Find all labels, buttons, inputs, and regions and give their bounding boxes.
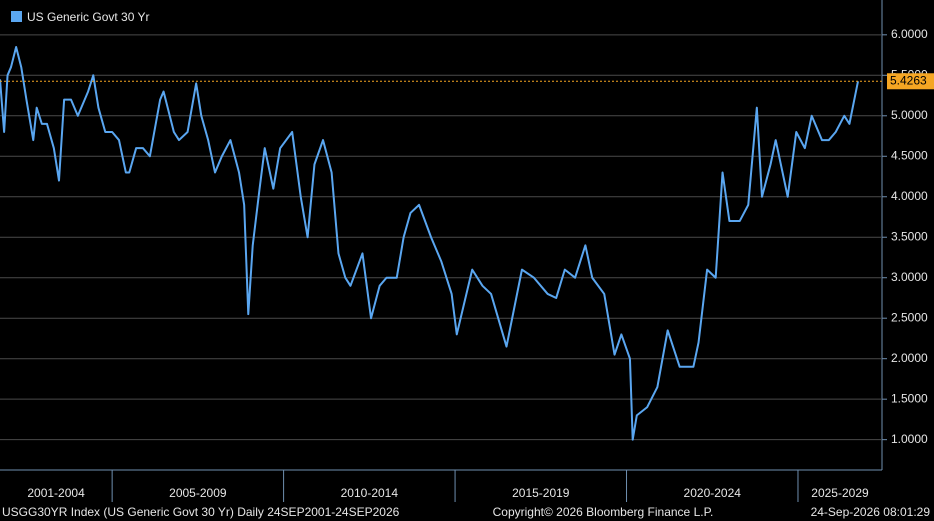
footer-center: Copyright© 2026 Bloomberg Finance L.P. xyxy=(493,505,714,519)
y-tick-label: 1.0000 xyxy=(891,432,928,446)
y-tick-label: 2.5000 xyxy=(891,310,928,324)
y-tick-label: 3.0000 xyxy=(891,270,928,284)
y-tick-label: 4.0000 xyxy=(891,189,928,203)
x-tick-label: 2015-2019 xyxy=(512,486,570,500)
legend-box xyxy=(3,6,168,28)
x-tick-label: 2010-2014 xyxy=(341,486,399,500)
legend: US Generic Govt 30 Yr xyxy=(3,6,168,28)
x-tick-label: 2001-2004 xyxy=(27,486,85,500)
y-tick-label: 3.5000 xyxy=(891,229,928,243)
y-tick-label: 6.0000 xyxy=(891,27,928,41)
x-tick-label: 2020-2024 xyxy=(684,486,742,500)
y-tick-label: 1.5000 xyxy=(891,391,928,405)
last-value-box xyxy=(887,73,934,90)
y-tick-label: 4.5000 xyxy=(891,148,928,162)
y-tick-label: 5.0000 xyxy=(891,108,928,122)
data-line xyxy=(0,45,859,441)
legend-label: US Generic Govt 30 Yr xyxy=(27,10,150,24)
last-value-label: 5.4263 xyxy=(890,73,927,87)
x-tick-label: 2025-2029 xyxy=(811,486,869,500)
footer-left: USGG30YR Index (US Generic Govt 30 Yr) D… xyxy=(2,505,400,519)
x-tick-label: 2005-2009 xyxy=(169,486,227,500)
y-tick-label: 2.0000 xyxy=(891,351,928,365)
footer-right: 24-Sep-2026 08:01:29 xyxy=(811,505,931,519)
legend-swatch xyxy=(11,11,22,22)
